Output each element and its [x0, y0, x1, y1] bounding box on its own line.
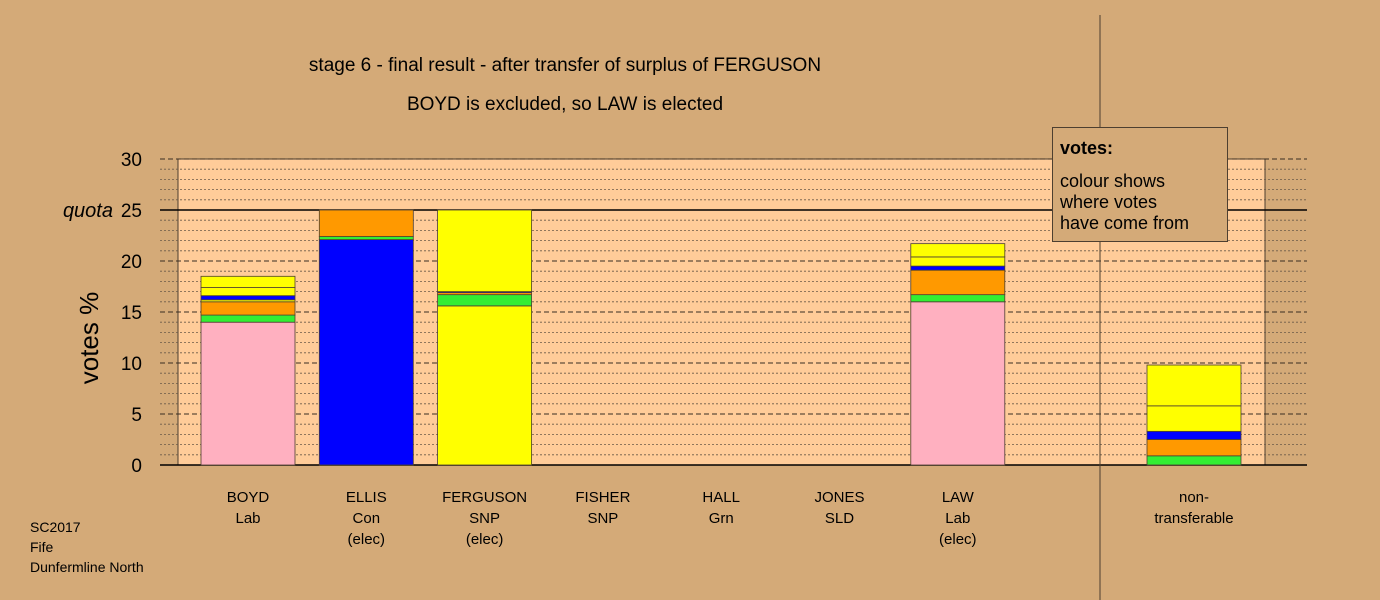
y-tick-label: 30 — [121, 150, 142, 171]
category-label-4-1: HALL — [702, 489, 740, 506]
bar-segment-nt-4 — [1146, 364, 1242, 407]
bar-segment-1-1 — [318, 236, 414, 240]
quota-label: quota — [63, 200, 113, 222]
bar-segment-0-6 — [200, 275, 296, 288]
category-label-6-3: (elec) — [939, 531, 977, 548]
y-axis-label: votes % — [74, 292, 104, 385]
footer-line-1: SC2017 — [30, 519, 81, 535]
bar-segment-6-4 — [910, 256, 1006, 267]
bar-segment-6-5 — [910, 243, 1006, 258]
bar-segment-0-5 — [200, 287, 296, 297]
bar-segment-2-1 — [437, 294, 533, 307]
category-label-2-1: FERGUSON — [442, 489, 527, 506]
category-label-2-3: (elec) — [466, 531, 504, 548]
category-label-3-2: SNP — [587, 510, 618, 527]
category-label-nt-2: transferable — [1154, 510, 1233, 527]
bar-segment-6-3 — [910, 265, 1006, 271]
bar-segment-0-4 — [200, 295, 296, 301]
category-label-2-2: SNP — [469, 510, 500, 527]
category-label-5-2: SLD — [825, 510, 854, 527]
category-label-0-1: BOYD — [227, 489, 270, 506]
category-label-1-2: Con — [353, 510, 381, 527]
bar-segment-2-0 — [437, 305, 533, 466]
category-label-5-1: JONES — [814, 489, 864, 506]
footer-line-3: Dunfermline North — [30, 559, 144, 575]
legend-box: votes: colour shows where votes have com… — [1052, 127, 1228, 242]
category-label-1-1: ELLIS — [346, 489, 387, 506]
category-label-1-3: (elec) — [348, 531, 386, 548]
chart-title: stage 6 - final result - after transfer … — [308, 55, 822, 76]
bar-segment-nt-2 — [1146, 430, 1242, 440]
y-tick-label: 15 — [121, 303, 142, 324]
bar-segment-nt-1 — [1146, 439, 1242, 457]
bar-segment-nt-0 — [1146, 455, 1242, 466]
category-label-6-1: LAW — [942, 489, 975, 506]
bar-segment-6-2 — [910, 269, 1006, 296]
bar-segment-6-0 — [910, 301, 1006, 466]
legend-body: colour shows where votes have come from — [1060, 171, 1190, 233]
y-tick-label: 25 — [121, 201, 142, 222]
category-label-3-1: FISHER — [575, 489, 630, 506]
category-label-6-2: Lab — [945, 510, 970, 527]
y-tick-label: 10 — [121, 354, 142, 375]
bar-segment-0-0 — [200, 321, 296, 466]
bar-segment-0-2 — [200, 301, 296, 316]
chart-subtitle: BOYD is excluded, so LAW is elected — [406, 94, 724, 115]
bar-segment-nt-3 — [1146, 405, 1242, 432]
bar-segment-1-0 — [318, 239, 414, 466]
bar-segment-6-1 — [910, 294, 1006, 303]
bar-segment-2-4 — [437, 209, 533, 292]
bar-segment-1-2 — [318, 209, 414, 237]
category-label-4-2: Grn — [709, 510, 734, 527]
footer-line-2: Fife — [30, 539, 54, 555]
y-tick-label: 0 — [131, 456, 142, 477]
footer-info: SC2017 Fife Dunfermline North — [30, 517, 144, 577]
y-tick-label: 5 — [131, 405, 142, 426]
category-label-0-2: Lab — [235, 510, 260, 527]
category-label-nt-1: non- — [1179, 489, 1209, 506]
y-tick-label: 20 — [121, 252, 142, 273]
legend-heading: votes: — [1060, 138, 1114, 158]
bar-segment-0-1 — [200, 314, 296, 323]
